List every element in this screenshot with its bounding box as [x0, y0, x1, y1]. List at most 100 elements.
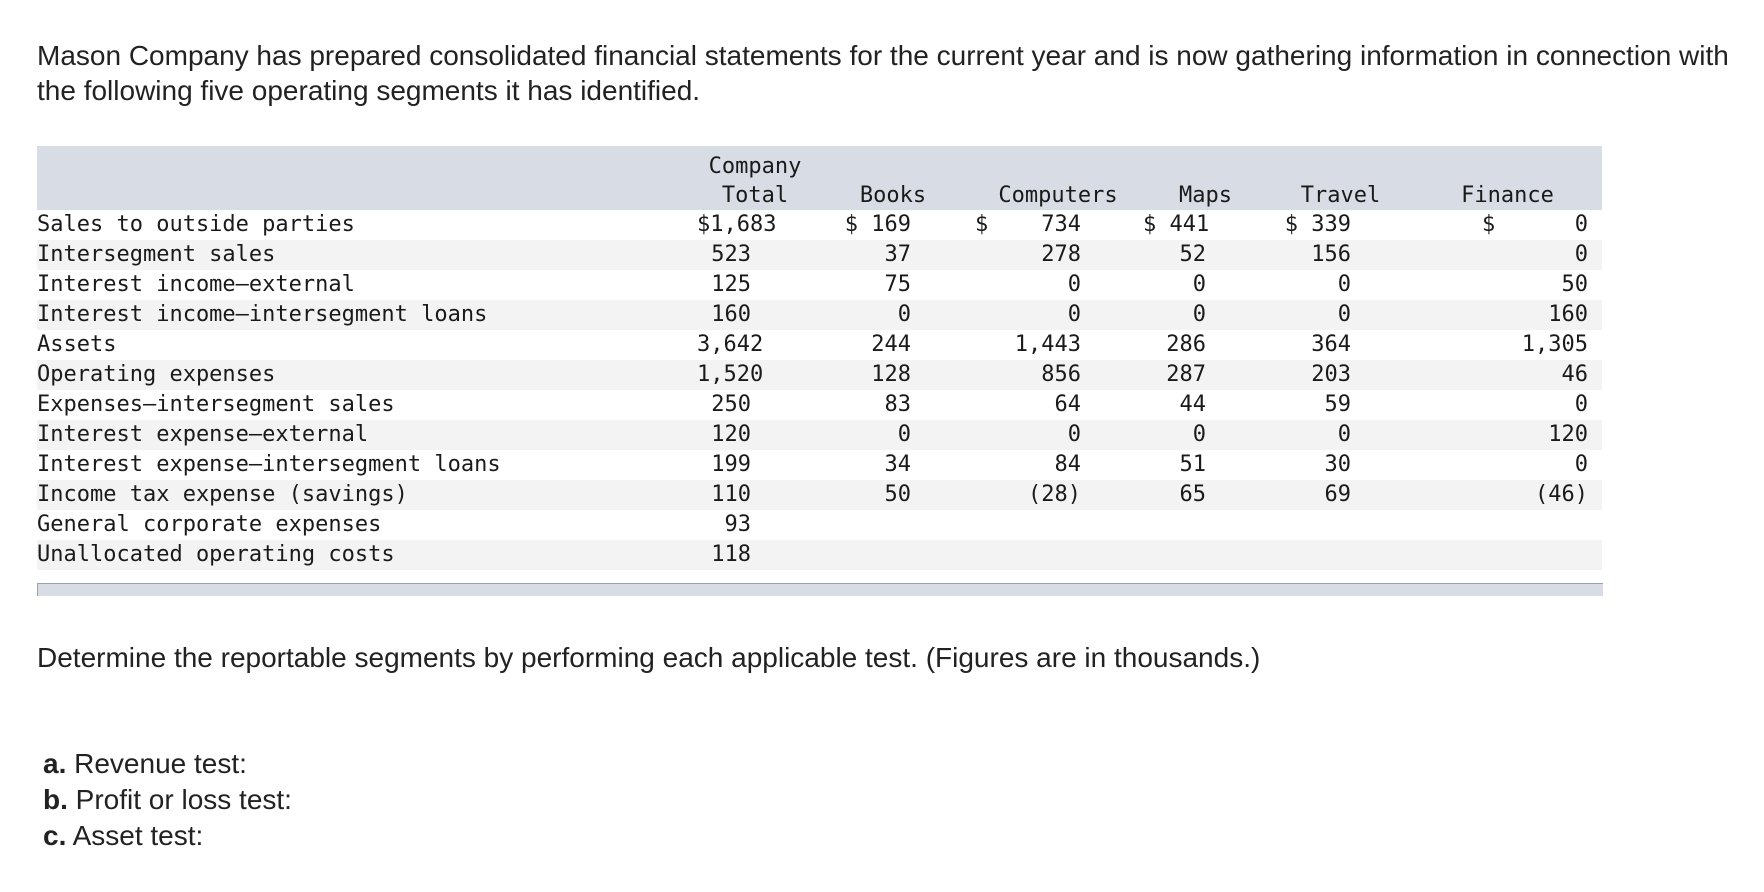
table-cell: 0: [973, 300, 1143, 330]
table-cell: 244: [813, 330, 973, 360]
table-cell: 0: [1413, 390, 1602, 420]
table-cell: $1,683: [697, 210, 813, 240]
table-cell: 30: [1268, 450, 1413, 480]
row-label: Expenses—intersegment sales: [37, 390, 697, 420]
table-cell: 0: [1143, 270, 1268, 300]
row-label: Assets: [37, 330, 697, 360]
table-cell: 83: [813, 390, 973, 420]
table-cell: 0: [813, 300, 973, 330]
row-label: Unallocated operating costs: [37, 540, 697, 570]
table-cell: 93: [697, 510, 813, 540]
table-cell: 64: [973, 390, 1143, 420]
table-cell: (46): [1413, 480, 1602, 510]
table-cell: 0: [973, 270, 1143, 300]
table-cell: 856: [973, 360, 1143, 390]
test-item: a. Revenue test:: [43, 746, 292, 782]
table-cell: 286: [1143, 330, 1268, 360]
table-cell: 37: [813, 240, 973, 270]
row-label: Sales to outside parties: [37, 210, 697, 240]
header-blank: [37, 146, 697, 210]
table-cell: 120: [697, 420, 813, 450]
table-cell: 75: [813, 270, 973, 300]
table-cell: 0: [1413, 450, 1602, 480]
table-cell: 0: [813, 420, 973, 450]
column-header: Maps: [1143, 146, 1268, 210]
table-cell: [1143, 540, 1268, 570]
table-cell: [813, 510, 973, 540]
table-row: Interest income—intersegment loans 160 0 0 0…: [37, 300, 1602, 330]
table-cell: 51: [1143, 450, 1268, 480]
row-label: Interest income—intersegment loans: [37, 300, 697, 330]
table-row: Sales to outside parties $1,683 $ 169 $ 734…: [37, 210, 1602, 240]
test-list: a. Revenue test: b. Profit or loss test: c…: [43, 746, 292, 854]
table-cell: [973, 510, 1143, 540]
row-label: Operating expenses: [37, 360, 697, 390]
segment-data-table: Company Total Books Computers Maps Travel Fin…: [37, 146, 1602, 570]
table-row: Expenses—intersegment sales 250 83 64 44 59 0: [37, 390, 1602, 420]
table-footer-bar: [37, 583, 1603, 596]
test-letter: a.: [43, 748, 67, 779]
table-row: General corporate expenses 93: [37, 510, 1602, 540]
table-header-row: Company Total Books Computers Maps Travel Fin…: [37, 146, 1602, 210]
table-cell: $ 169: [813, 210, 973, 240]
table-cell: 50: [1413, 270, 1602, 300]
table-cell: 156: [1268, 240, 1413, 270]
table-cell: 50: [813, 480, 973, 510]
table-cell: 250: [697, 390, 813, 420]
table-cell: [1413, 510, 1602, 540]
row-label: Interest expense—external: [37, 420, 697, 450]
table-row: Unallocated operating costs 118: [37, 540, 1602, 570]
test-label: Profit or loss test:: [67, 784, 292, 815]
table-cell: [973, 540, 1143, 570]
table-cell: 120: [1413, 420, 1602, 450]
table-cell: 110: [697, 480, 813, 510]
table-cell: 3,642: [697, 330, 813, 360]
table-cell: 160: [697, 300, 813, 330]
table-cell: $ 734: [973, 210, 1143, 240]
table-cell: 69: [1268, 480, 1413, 510]
segment-table-wrap: Company Total Books Computers Maps Travel Fin…: [37, 146, 1602, 570]
column-header: Computers: [973, 146, 1143, 210]
row-label: Intersegment sales: [37, 240, 697, 270]
table-cell: 0: [1268, 420, 1413, 450]
test-label: Revenue test:: [66, 748, 247, 779]
table-cell: [1268, 540, 1413, 570]
table-cell: 52: [1143, 240, 1268, 270]
column-header: Company Total: [697, 146, 813, 210]
table-cell: $ 0: [1413, 210, 1602, 240]
table-cell: 44: [1143, 390, 1268, 420]
table-cell: $ 339: [1268, 210, 1413, 240]
table-cell: 0: [1143, 300, 1268, 330]
table-cell: 1,443: [973, 330, 1143, 360]
table-row: Interest income—external 125 75 0 0 0 50: [37, 270, 1602, 300]
table-cell: 1,520: [697, 360, 813, 390]
row-label: Interest income—external: [37, 270, 697, 300]
table-cell: 0: [1413, 240, 1602, 270]
table-cell: 364: [1268, 330, 1413, 360]
table-cell: 0: [1268, 270, 1413, 300]
table-cell: [1268, 510, 1413, 540]
table-cell: 128: [813, 360, 973, 390]
table-row: Interest expense—intersegment loans 199 34…: [37, 450, 1602, 480]
table-row: Assets 3,642 244 1,443 286 364 1,305: [37, 330, 1602, 360]
row-label: Interest expense—intersegment loans: [37, 450, 697, 480]
table-cell: 125: [697, 270, 813, 300]
table-cell: (28): [973, 480, 1143, 510]
table-body: Sales to outside parties $1,683 $ 169 $ 734…: [37, 210, 1602, 570]
test-label: Asset test:: [66, 820, 204, 851]
table-cell: 34: [813, 450, 973, 480]
table-cell: 0: [1268, 300, 1413, 330]
test-item: c. Asset test:: [43, 818, 292, 854]
column-header: Books: [813, 146, 973, 210]
table-cell: 523: [697, 240, 813, 270]
table-cell: $ 441: [1143, 210, 1268, 240]
table-cell: [1143, 510, 1268, 540]
table-row: Intersegment sales 523 37 278 52 156 0: [37, 240, 1602, 270]
table-cell: [813, 540, 973, 570]
problem-intro: Mason Company has prepared consolidated …: [37, 40, 1729, 106]
table-row: Interest expense—external 120 0 0 0 0 120: [37, 420, 1602, 450]
table-cell: 1,305: [1413, 330, 1602, 360]
test-letter: c.: [43, 820, 67, 851]
table-cell: 0: [1143, 420, 1268, 450]
